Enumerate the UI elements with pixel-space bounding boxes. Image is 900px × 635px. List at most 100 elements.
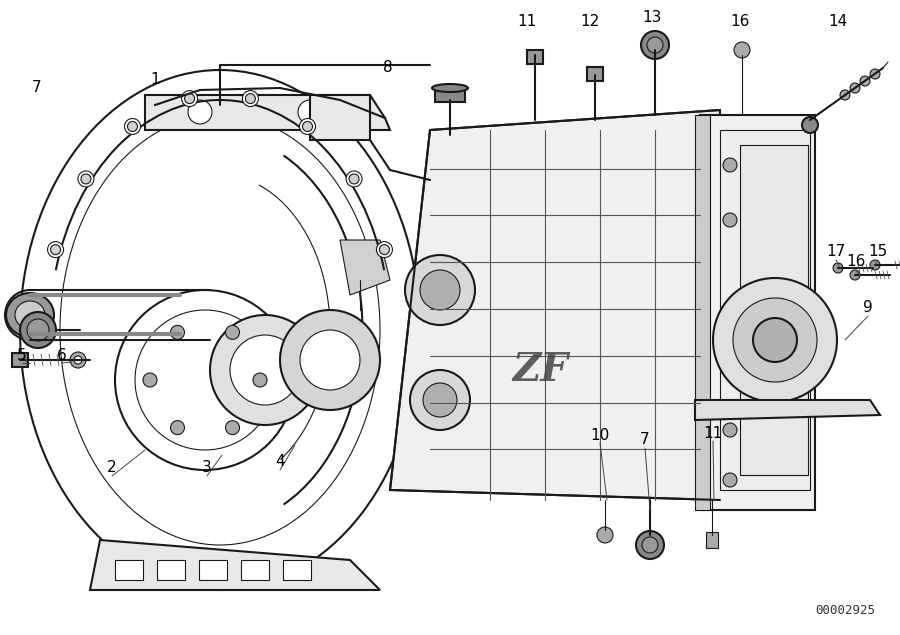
Polygon shape [310,95,370,140]
Bar [12,353,28,367]
Text: 00002925: 00002925 [815,603,875,617]
Circle shape [420,270,460,310]
Ellipse shape [15,301,45,329]
Text: 17: 17 [826,244,846,260]
Text: ZF: ZF [512,351,568,389]
Bar [700,115,815,510]
Circle shape [410,370,470,430]
Circle shape [870,260,880,270]
Circle shape [349,174,359,184]
Circle shape [642,537,658,553]
Circle shape [27,319,49,341]
Circle shape [376,242,392,258]
Text: 8: 8 [383,60,392,76]
Circle shape [733,298,817,382]
Circle shape [242,91,258,107]
Text: 5: 5 [17,347,27,363]
Circle shape [230,335,300,405]
Circle shape [641,31,669,59]
Bar [587,67,603,81]
Ellipse shape [6,293,54,337]
Circle shape [210,315,320,425]
Text: 1: 1 [150,72,160,88]
Circle shape [870,69,880,79]
Circle shape [280,310,380,410]
Circle shape [713,278,837,402]
Text: 9: 9 [863,300,873,316]
Circle shape [50,244,60,255]
Circle shape [226,420,239,434]
Bar [115,560,143,580]
Circle shape [70,352,86,368]
Circle shape [723,423,737,437]
Circle shape [143,373,157,387]
Circle shape [246,93,256,104]
Circle shape [170,325,184,339]
Circle shape [188,100,212,124]
Bar [720,130,810,490]
Circle shape [184,93,194,104]
Circle shape [753,318,797,362]
Bar [283,560,311,580]
Text: 7: 7 [640,432,650,448]
Circle shape [405,255,475,325]
Ellipse shape [432,84,468,92]
Circle shape [81,174,91,184]
Text: 2: 2 [107,460,117,476]
Polygon shape [90,540,380,590]
Circle shape [253,373,267,387]
Circle shape [723,473,737,487]
Circle shape [423,383,457,417]
Polygon shape [390,110,720,500]
Circle shape [802,117,818,133]
Circle shape [74,356,82,364]
Polygon shape [695,400,880,420]
Circle shape [647,37,663,53]
Circle shape [734,42,750,58]
Circle shape [182,91,198,107]
Text: 12: 12 [580,15,599,29]
Circle shape [78,171,94,187]
Bar [157,560,185,580]
Circle shape [20,312,56,348]
Polygon shape [145,95,390,130]
Circle shape [840,90,850,100]
Text: 10: 10 [590,427,609,443]
Circle shape [115,290,295,470]
Circle shape [860,76,870,86]
Text: 16: 16 [846,255,866,269]
Bar [241,560,269,580]
Text: 16: 16 [730,15,750,29]
Circle shape [597,527,613,543]
Circle shape [124,119,140,135]
Text: 11: 11 [518,15,536,29]
Circle shape [298,100,322,124]
Text: 11: 11 [704,425,723,441]
Circle shape [48,242,64,258]
Circle shape [300,119,316,135]
Text: 15: 15 [868,244,887,260]
Text: 13: 13 [643,11,662,25]
Text: 6: 6 [57,347,67,363]
Circle shape [850,83,860,93]
Circle shape [226,325,239,339]
Bar [706,532,718,548]
Polygon shape [695,115,710,510]
Circle shape [723,213,737,227]
Circle shape [636,531,664,559]
Circle shape [850,270,860,280]
Circle shape [833,263,843,273]
Circle shape [723,158,737,172]
Text: 4: 4 [275,455,284,469]
Bar [199,560,227,580]
Circle shape [128,121,138,131]
Text: 14: 14 [828,15,848,29]
Circle shape [346,171,362,187]
Bar [435,88,465,102]
Circle shape [300,330,360,390]
Bar [740,145,808,475]
Text: 3: 3 [202,460,211,476]
Circle shape [380,244,390,255]
Circle shape [302,121,312,131]
Bar [527,50,543,64]
